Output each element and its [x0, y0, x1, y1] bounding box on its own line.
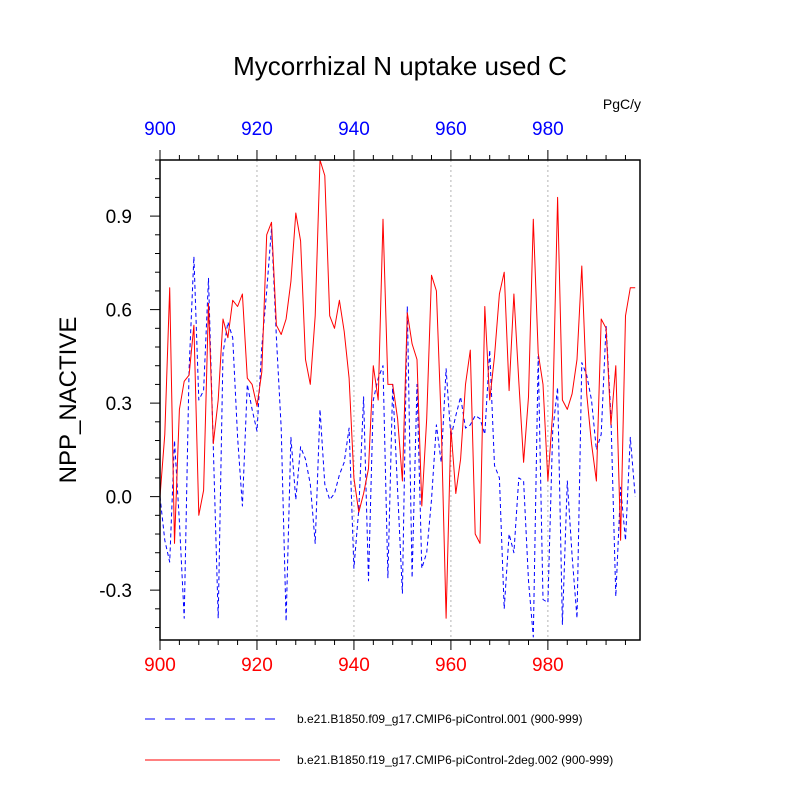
- grid: [256, 160, 549, 640]
- x-tick-label-bottom-940: 940: [338, 655, 370, 676]
- y-axis-label: NPP_NACTIVE: [55, 317, 82, 484]
- x-tick-label-bottom-980: 980: [532, 655, 564, 676]
- x-tick-label-top-980: 980: [532, 119, 564, 140]
- units-label: PgC/y: [603, 96, 641, 112]
- y-tick-label-4: 0.9: [106, 207, 132, 228]
- legend: b.e21.B1850.f09_g17.CMIP6-piControl.001 …: [145, 712, 613, 767]
- x-tick-label-top-920: 920: [241, 119, 273, 140]
- y-tick-label-1: 0.0: [106, 488, 132, 509]
- x-tick-label-top-900: 900: [144, 119, 176, 140]
- y-tick-label-0: -0.3: [99, 581, 132, 602]
- series-line-1: [159, 228, 636, 638]
- x-tick-label-top-940: 940: [338, 119, 370, 140]
- x-tick-label-bottom-900: 900: [144, 655, 176, 676]
- x-tick-label-bottom-960: 960: [435, 655, 467, 676]
- plot-frame: [159, 159, 641, 641]
- x-tick-label-bottom-920: 920: [241, 655, 273, 676]
- chart-title: Mycorrhizal N uptake used C: [233, 51, 567, 81]
- series-layer: [159, 159, 636, 638]
- y-tick-label-2: 0.3: [106, 394, 132, 415]
- y-tick-label-3: 0.6: [106, 301, 132, 322]
- x-tick-label-top-960: 960: [435, 119, 467, 140]
- series-line-2: [159, 159, 636, 619]
- axis-ticks: 900 900 920 920 940 940 960 960 980 980 -0.3 0.0 0.3…: [99, 119, 626, 676]
- legend-label-1: b.e21.B1850.f09_g17.CMIP6-piControl.001 …: [297, 712, 583, 726]
- legend-label-2: b.e21.B1850.f19_g17.CMIP6-piControl-2deg…: [297, 753, 613, 767]
